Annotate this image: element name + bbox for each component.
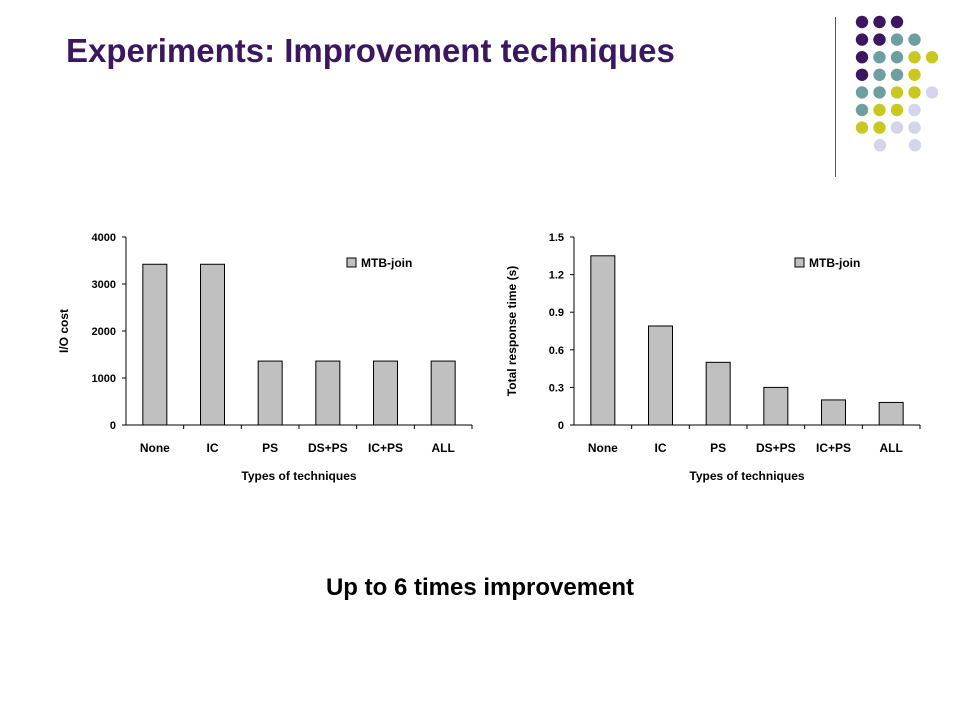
bar-ic: [648, 325, 673, 426]
decorative-dot: [890, 103, 904, 117]
legend-swatch: [346, 257, 357, 268]
decorative-dot: [855, 103, 869, 117]
response-time-bar-chart: 0 0.3 0.6 0.9 1.2 1.5 None IC PS DS+PS IC+PS ALL Typ…: [505, 232, 921, 483]
x-tick-label: ALL: [880, 441, 903, 455]
decorative-divider-line: [835, 17, 836, 177]
y-tick-label: 0.6: [549, 345, 564, 357]
x-tick-label: DS+PS: [308, 441, 348, 455]
legend-label: MTB-join: [809, 256, 860, 270]
decorative-dot: [890, 68, 904, 82]
io-cost-bar-chart: 0 1000 2000 3000 4000 None IC PS DS+PS IC+PS ALL Ty…: [57, 232, 473, 483]
decorative-dot: [873, 15, 886, 29]
y-tick-label: 1.5: [549, 232, 564, 244]
bar-ps: [257, 360, 283, 426]
x-tick-label: None: [588, 441, 618, 455]
decorative-dot: [908, 86, 921, 99]
y-tick-label: 3000: [92, 279, 116, 291]
slide-caption: Up to 6 times improvement: [325, 574, 635, 601]
y-tick-label: 0.3: [549, 382, 564, 394]
decorative-dot: [873, 51, 886, 64]
x-tick-label: PS: [262, 441, 278, 455]
decorative-dot: [908, 51, 921, 64]
y-axis-label: Total response time (s): [505, 266, 519, 396]
decorative-dot: [855, 68, 869, 82]
decorative-dot: [855, 33, 869, 46]
decorative-dot: [890, 121, 904, 134]
decorative-dot: [873, 68, 886, 82]
bar-all: [878, 401, 904, 426]
decorative-dot: [908, 139, 922, 152]
decorative-dot: [925, 51, 939, 64]
decorative-dot: [873, 33, 886, 46]
y-tick-label: 1.2: [549, 270, 564, 282]
decorative-dot-grid: [855, 15, 939, 152]
x-tick-label: ALL: [432, 441, 455, 455]
decorative-dot: [925, 86, 939, 99]
slide-title: Experiments: Improvement techniques: [66, 32, 675, 69]
decorative-dot: [873, 86, 886, 99]
decorative-dot: [873, 121, 886, 134]
decorative-dot: [855, 121, 869, 134]
x-tick-label: DS+PS: [756, 441, 796, 455]
y-axis-label: I/O cost: [57, 309, 71, 353]
y-tick-label: 0.9: [549, 307, 564, 319]
legend-swatch: [794, 257, 805, 268]
decorative-dot: [855, 15, 869, 29]
decorative-dot: [873, 103, 886, 117]
decorative-dot: [908, 103, 921, 117]
x-tick-label: IC+PS: [368, 441, 403, 455]
decorative-dot: [890, 33, 904, 46]
decorative-dot: [890, 86, 904, 99]
decorative-dot: [890, 51, 904, 64]
decorative-dot: [890, 15, 904, 29]
bar-ds-ps: [315, 360, 341, 426]
decorative-dot: [908, 68, 921, 82]
y-tick-label: 0: [110, 420, 116, 432]
x-axis-label: Types of techniques: [689, 469, 804, 483]
decorative-dot: [855, 51, 869, 64]
bar-ds-ps: [763, 386, 789, 426]
decorative-dot: [855, 86, 869, 99]
x-tick-label: IC: [207, 441, 219, 455]
y-tick-label: 0: [558, 420, 564, 432]
x-tick-label: None: [140, 441, 170, 455]
bar-none: [142, 263, 168, 426]
bar-ic: [200, 263, 225, 426]
bar-ic-ps: [373, 360, 398, 426]
x-tick-label: PS: [710, 441, 726, 455]
x-axis-label: Types of techniques: [241, 469, 356, 483]
legend-label: MTB-join: [361, 256, 412, 270]
decorative-dot: [873, 139, 887, 152]
y-tick-label: 2000: [92, 326, 116, 338]
y-tick-label: 1000: [92, 373, 116, 385]
x-tick-label: IC: [655, 441, 667, 455]
bar-none: [590, 255, 616, 426]
bar-ps: [705, 361, 731, 426]
y-tick-label: 4000: [92, 232, 116, 244]
decorative-dot: [908, 121, 921, 134]
decorative-dot: [908, 33, 921, 46]
x-tick-label: IC+PS: [816, 441, 851, 455]
bar-ic-ps: [821, 399, 846, 426]
bar-all: [430, 360, 456, 426]
